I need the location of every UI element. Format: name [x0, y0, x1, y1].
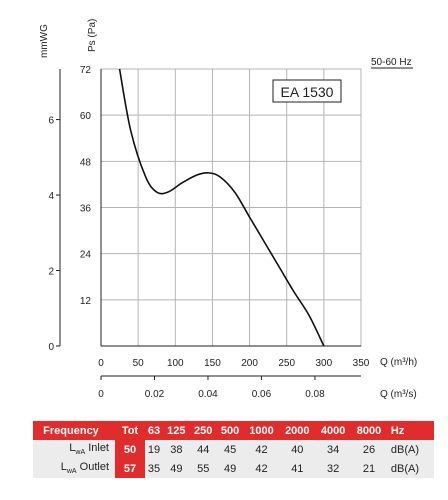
table-cell: 40: [279, 440, 316, 459]
x-tick-label-m3s: 0.04: [198, 389, 218, 400]
table-row-outlet: LwA Outlet 57 35 49 55 49 42 41 32 21 dB…: [33, 459, 434, 478]
header-cell: 63: [145, 421, 163, 440]
header-tot: Tot: [115, 421, 145, 440]
y-tick-label-pa: 48: [80, 157, 92, 168]
table-unit: dB(A): [386, 440, 434, 459]
x-axis-label-m3s: Q (m³/s): [380, 389, 417, 400]
table-cell: 34: [315, 440, 352, 459]
y-tick-label-pa: 24: [80, 250, 92, 261]
x-axis-label-m3h: Q (m³/h): [380, 357, 417, 368]
header-cell: 4000: [315, 421, 352, 440]
frequency-label: 50-60 Hz: [371, 57, 412, 68]
x-tick-label-m3h: 350: [353, 358, 370, 369]
table-cell: 49: [162, 459, 190, 478]
table-cell: 42: [243, 440, 280, 459]
x-tick-label-m3s: 0.06: [252, 389, 272, 400]
table-row-inlet: LwA Inlet 50 19 38 44 45 42 40 34 26 dB(…: [33, 440, 434, 459]
y-tick-label-mmwg: 6: [48, 116, 54, 127]
y-axis-label-pa: Ps (Pa): [87, 19, 98, 52]
table-cell: 49: [216, 459, 244, 478]
header-cell: 125: [162, 421, 190, 440]
row-label-outlet: LwA Outlet: [33, 459, 115, 478]
y-tick-label-pa: 72: [80, 65, 92, 76]
x-tick-label-m3h: 50: [133, 358, 145, 369]
table-cell: 21: [351, 459, 387, 478]
y-tick-label-pa: 12: [80, 296, 92, 307]
y-tick-label-mmwg: 4: [48, 191, 54, 202]
y-axis-mmwg: 0 2 4 6: [48, 69, 61, 353]
header-cell: 500: [216, 421, 244, 440]
x-tick-label-m3s: 0.08: [305, 389, 325, 400]
header-cell: 8000: [351, 421, 387, 440]
table-cell: 38: [162, 440, 190, 459]
row-label-inlet: LwA Inlet: [33, 440, 115, 459]
y-axis-pa: 12 24 36 48 60 72: [80, 65, 102, 346]
table-cell: 44: [189, 440, 217, 459]
x-tick-label-m3h: 200: [241, 358, 258, 369]
table-cell: 45: [216, 440, 244, 459]
grid: [100, 68, 362, 347]
y-tick-label-pa: 36: [80, 204, 92, 215]
header-frequency: Frequency: [33, 421, 115, 440]
y-tick-label-mmwg: 2: [48, 267, 54, 278]
y-tick-label-mmwg: 0: [48, 342, 54, 353]
inlet-total: 50: [115, 440, 145, 459]
model-box: EA 1530: [272, 79, 342, 103]
series-line: [118, 68, 325, 347]
y-axis-label-mmwg: mmWG: [39, 24, 50, 58]
x-tick-label-m3h: 100: [167, 358, 184, 369]
header-cell: 2000: [279, 421, 316, 440]
table-header-row: Frequency Tot 63 125 250 500 1000 2000 4…: [33, 421, 434, 440]
header-cell: 1000: [243, 421, 280, 440]
performance-curve: [118, 68, 325, 347]
x-tick-label-m3h: 250: [278, 358, 295, 369]
table-cell: 32: [315, 459, 352, 478]
x-tick-label-m3s: 0: [98, 389, 104, 400]
x-tick-label-m3h: 150: [204, 358, 221, 369]
table-unit: dB(A): [386, 459, 434, 478]
table-cell: 55: [189, 459, 217, 478]
outlet-total: 57: [115, 459, 145, 478]
table-cell: 26: [351, 440, 387, 459]
x-axis-m3h: 0 50 100 150 200 250 300 350: [98, 345, 370, 369]
x-tick-label-m3h: 0: [98, 358, 104, 369]
table-cell: 19: [145, 440, 163, 459]
x-tick-label-m3h: 300: [316, 358, 333, 369]
x-tick-label-m3s: 0.02: [145, 389, 165, 400]
sound-power-table: Frequency Tot 63 125 250 500 1000 2000 4…: [33, 421, 434, 478]
table-cell: 42: [243, 459, 280, 478]
header-cell: 250: [189, 421, 217, 440]
y-tick-label-pa: 60: [80, 111, 92, 122]
model-label: EA 1530: [281, 84, 334, 100]
header-unit: Hz: [386, 421, 434, 440]
table-cell: 35: [145, 459, 163, 478]
x-axis-m3s: 0 0.02 0.04 0.06 0.08: [98, 375, 361, 400]
table-cell: 41: [279, 459, 316, 478]
